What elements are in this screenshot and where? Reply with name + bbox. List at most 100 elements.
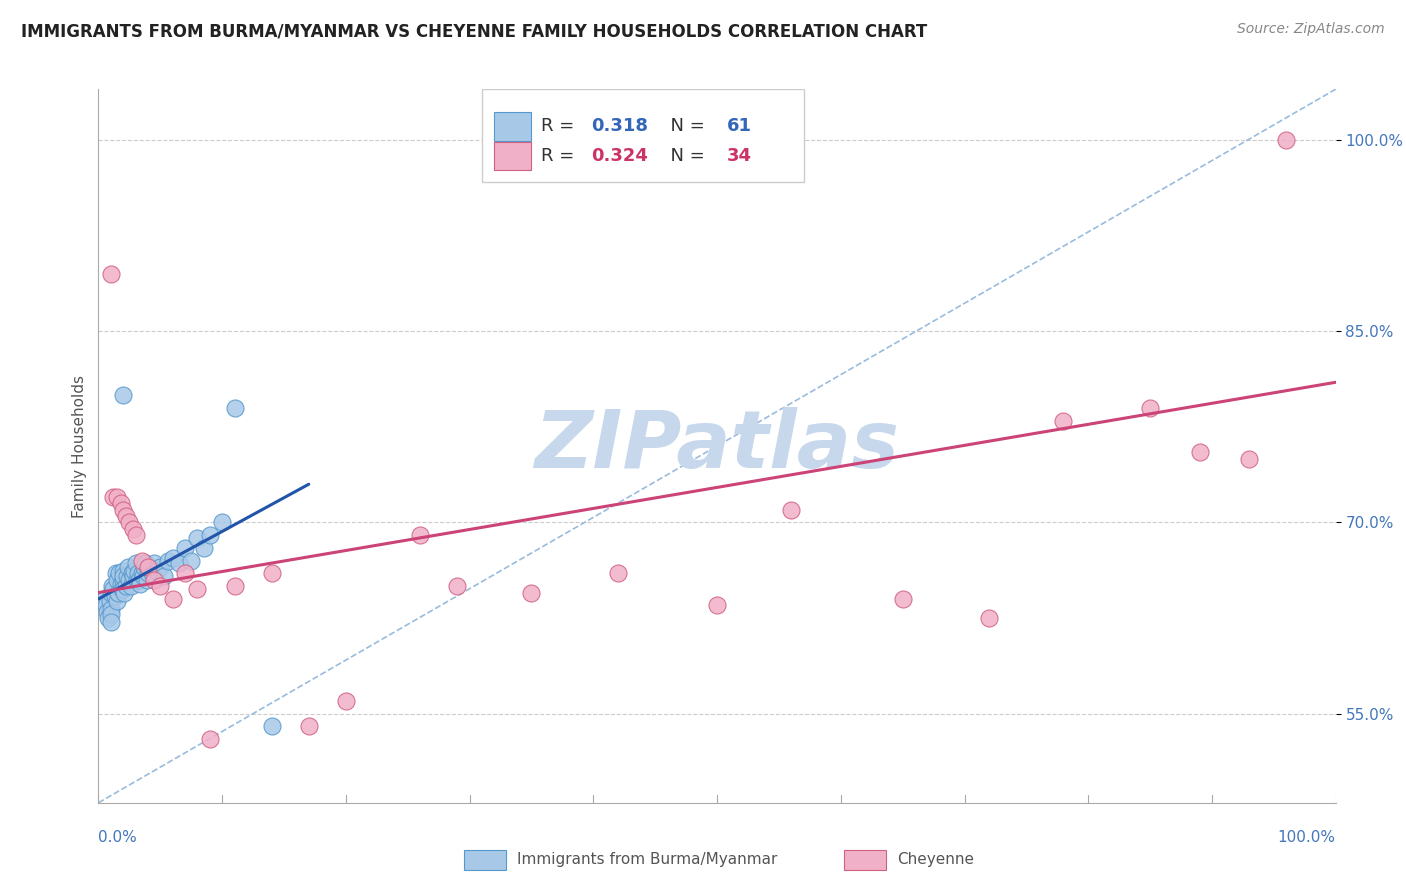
Point xyxy=(186,582,208,596)
Point xyxy=(118,573,141,587)
Point xyxy=(298,719,321,733)
Point xyxy=(1188,445,1211,459)
Point xyxy=(260,566,283,581)
Point xyxy=(100,607,122,622)
Point xyxy=(112,582,135,596)
Point xyxy=(100,585,122,599)
Text: 100.0%: 100.0% xyxy=(1278,830,1336,845)
Point xyxy=(138,560,160,574)
Point xyxy=(131,566,153,581)
Point xyxy=(118,516,141,530)
Point xyxy=(153,569,176,583)
Point xyxy=(141,566,163,581)
Point xyxy=(117,560,139,574)
Point xyxy=(100,602,122,616)
Point xyxy=(224,579,246,593)
Point xyxy=(180,554,202,568)
Point xyxy=(97,611,120,625)
Point xyxy=(979,611,1001,625)
Point xyxy=(186,531,208,545)
Point xyxy=(149,560,172,574)
Point xyxy=(211,516,233,530)
Point xyxy=(134,556,156,570)
Point xyxy=(114,579,136,593)
Point xyxy=(1139,401,1161,415)
Point xyxy=(101,579,124,593)
Text: ZIPatlas: ZIPatlas xyxy=(534,407,900,485)
Point xyxy=(1237,451,1260,466)
Point xyxy=(198,732,221,747)
Text: 34: 34 xyxy=(727,147,752,165)
Point xyxy=(103,490,125,504)
Text: N =: N = xyxy=(659,118,710,136)
Point xyxy=(112,502,135,516)
Point xyxy=(607,566,630,581)
Point xyxy=(174,541,197,555)
Point xyxy=(409,528,432,542)
Text: IMMIGRANTS FROM BURMA/MYANMAR VS CHEYENNE FAMILY HOUSEHOLDS CORRELATION CHART: IMMIGRANTS FROM BURMA/MYANMAR VS CHEYENN… xyxy=(21,22,928,40)
Point xyxy=(104,566,127,581)
Point xyxy=(156,554,179,568)
Point xyxy=(135,573,157,587)
Text: 0.324: 0.324 xyxy=(591,147,648,165)
FancyBboxPatch shape xyxy=(495,112,531,141)
Point xyxy=(112,388,135,402)
Point xyxy=(100,267,122,281)
Point xyxy=(122,569,145,583)
Point xyxy=(110,576,132,591)
Point xyxy=(1275,133,1298,147)
Point xyxy=(143,556,166,570)
Point xyxy=(891,591,914,606)
Text: R =: R = xyxy=(541,118,581,136)
Point xyxy=(132,569,155,583)
Point xyxy=(103,582,125,596)
Text: 0.0%: 0.0% xyxy=(98,830,138,845)
Point xyxy=(96,605,118,619)
Point xyxy=(94,599,117,613)
Point xyxy=(112,585,135,599)
Point xyxy=(103,590,125,604)
Point xyxy=(115,569,138,583)
Point xyxy=(98,594,121,608)
Point xyxy=(120,579,142,593)
Point xyxy=(134,560,156,574)
Point xyxy=(127,566,149,581)
Point xyxy=(128,573,150,587)
Point xyxy=(706,599,728,613)
Point xyxy=(121,566,143,581)
Point xyxy=(780,502,803,516)
Point xyxy=(193,541,215,555)
Point xyxy=(124,528,146,542)
Text: 0.318: 0.318 xyxy=(591,118,648,136)
Text: 61: 61 xyxy=(727,118,752,136)
Point xyxy=(162,551,184,566)
Point xyxy=(174,566,197,581)
Point xyxy=(1052,413,1074,427)
Point xyxy=(110,496,132,510)
Point xyxy=(105,490,128,504)
Point xyxy=(112,573,135,587)
Point xyxy=(93,591,115,606)
Text: Source: ZipAtlas.com: Source: ZipAtlas.com xyxy=(1237,22,1385,37)
Point xyxy=(129,576,152,591)
Point xyxy=(198,528,221,542)
Point xyxy=(124,556,146,570)
Point xyxy=(224,401,246,415)
Point xyxy=(131,554,153,568)
Point xyxy=(112,569,135,583)
Point xyxy=(136,566,159,581)
Point xyxy=(260,719,283,733)
Point xyxy=(446,579,468,593)
FancyBboxPatch shape xyxy=(482,89,804,182)
Point xyxy=(145,564,167,578)
Point xyxy=(100,615,122,629)
Point xyxy=(108,566,131,581)
Text: R =: R = xyxy=(541,147,581,165)
Point xyxy=(114,509,136,524)
Y-axis label: Family Households: Family Households xyxy=(72,375,87,517)
Point xyxy=(105,594,128,608)
Text: N =: N = xyxy=(659,147,710,165)
Point xyxy=(136,560,159,574)
Point xyxy=(111,582,134,596)
Point xyxy=(162,591,184,606)
